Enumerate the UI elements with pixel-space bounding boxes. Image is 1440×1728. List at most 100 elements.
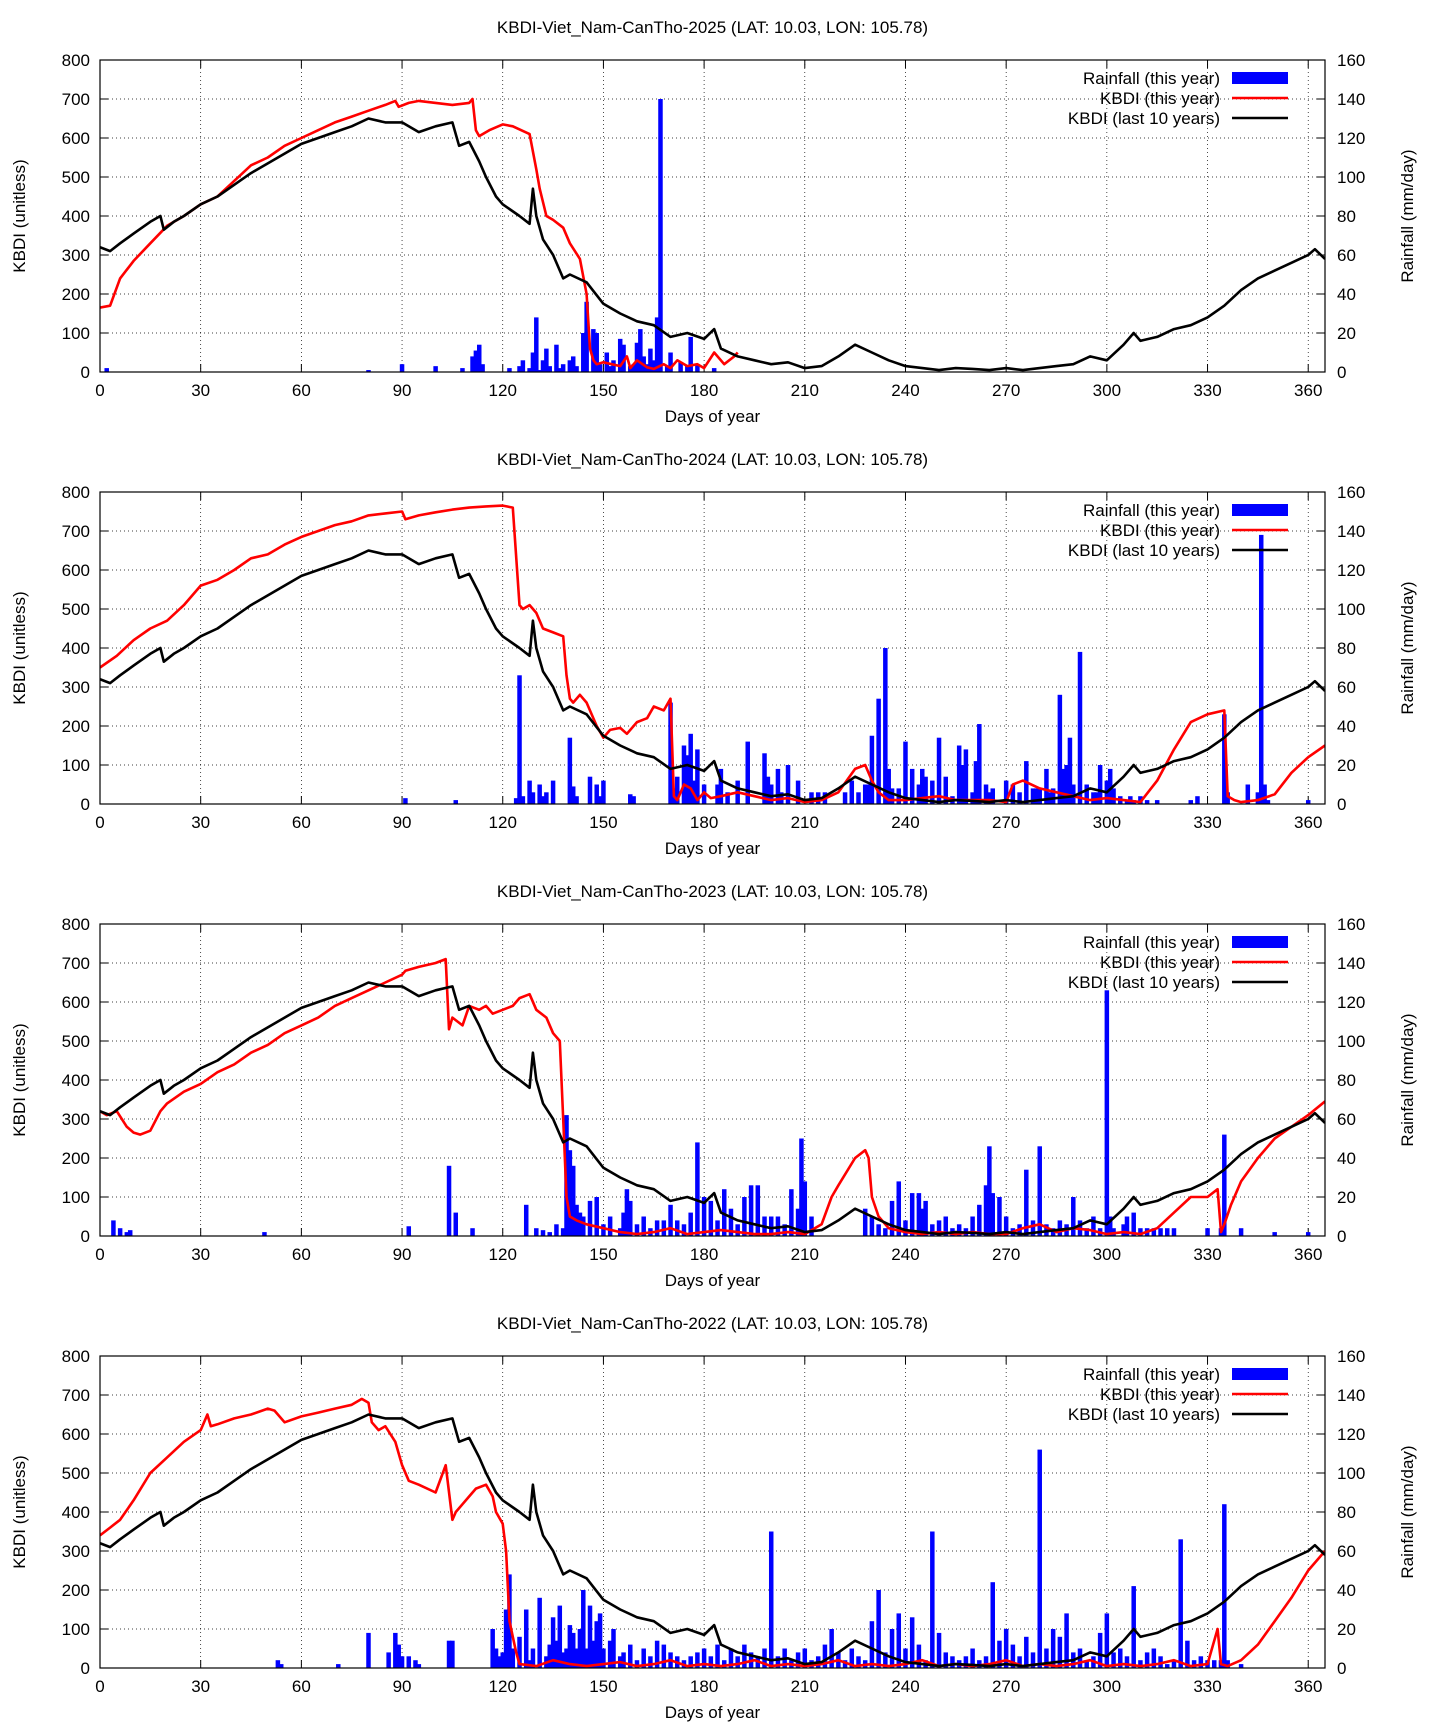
rainfall-bar [1064, 765, 1069, 804]
rainfall-bar [681, 745, 687, 804]
y2-tick-label: 160 [1337, 483, 1365, 502]
rainfall-bar [1111, 788, 1116, 804]
rainfall-bar [611, 1629, 616, 1668]
rainfall-bar [634, 1224, 640, 1236]
rainfall-bar [963, 1656, 969, 1668]
y2-tick-label: 100 [1337, 1032, 1365, 1051]
rainfall-bar [970, 1216, 975, 1236]
rainfall-bar [1305, 1232, 1311, 1236]
rainfall-bar [1111, 1652, 1116, 1668]
rainfall-bar [970, 1648, 975, 1668]
x-tick-label: 330 [1193, 381, 1221, 400]
rainfall-bar [476, 344, 482, 372]
legend-label: Rainfall (this year) [1083, 69, 1220, 88]
rainfall-bar [446, 1640, 452, 1668]
legend-label: KBDI (last 10 years) [1068, 973, 1220, 992]
rainfall-bar [517, 366, 522, 372]
rainfall-bar [574, 796, 579, 804]
rainfall-bar [990, 788, 995, 804]
rainfall-bar [883, 1228, 888, 1236]
rainfall-bar [715, 1220, 720, 1236]
rainfall-bar [977, 724, 982, 804]
rainfall-bar [654, 1220, 660, 1236]
rainfall-bar [1084, 1660, 1089, 1668]
y-tick-label: 600 [62, 1425, 90, 1444]
y2-axis-label: Rainfall (mm/day) [1398, 1013, 1417, 1146]
rainfall-bar [587, 1200, 593, 1236]
rainfall-bar [909, 768, 915, 804]
x-tick-label: 240 [891, 381, 919, 400]
y2-tick-label: 0 [1337, 1659, 1346, 1678]
kbdi-chart-3: KBDI-Viet_Nam-CanTho-2022 (LAT: 10.03, L… [10, 1314, 1417, 1722]
rainfall-bar [453, 800, 459, 804]
rainfall-bar [460, 368, 465, 372]
x-tick-label: 180 [690, 1677, 718, 1696]
rainfall-bar [802, 1648, 808, 1668]
rainfall-bar [701, 1197, 707, 1236]
legend-label: KBDI (this year) [1100, 1385, 1220, 1404]
rainfall-bar [1057, 1636, 1063, 1668]
x-tick-label: 360 [1294, 1677, 1322, 1696]
y2-tick-label: 40 [1337, 285, 1356, 304]
rainfall-bar [1131, 1212, 1136, 1236]
rainfall-bar [943, 776, 949, 804]
rainfall-bar [916, 1644, 922, 1668]
rainfall-bar [1158, 1228, 1163, 1236]
rainfall-bar [470, 1228, 475, 1236]
rainfall-bar [990, 1582, 995, 1668]
rainfall-bar [1154, 800, 1160, 804]
rainfall-bar [570, 1165, 576, 1236]
rainfall-bar [591, 1640, 596, 1668]
rainfall-bar [1121, 1224, 1126, 1236]
rainfall-bar [1050, 1629, 1056, 1668]
rainfall-bar [1185, 1640, 1190, 1668]
rainfall-bar [1037, 1449, 1042, 1668]
x-tick-label: 0 [95, 381, 104, 400]
rainfall-bar [1188, 800, 1194, 804]
rainfall-bar [920, 768, 925, 804]
rainfall-bar [688, 733, 693, 804]
rainfall-bar [1010, 784, 1016, 804]
rainfall-bar [534, 317, 539, 372]
rainfall-bar [523, 1204, 529, 1236]
x-tick-label: 180 [690, 813, 718, 832]
rainfall-bar [799, 1138, 804, 1236]
x-tick-label: 180 [690, 381, 718, 400]
rainfall-bar [634, 1660, 640, 1668]
rainfall-bar [742, 1197, 747, 1236]
rainfall-bar [685, 366, 690, 372]
rainfall-bar [366, 1632, 371, 1668]
rainfall-bar [567, 1625, 573, 1668]
rainfall-bar [641, 1648, 646, 1668]
rainfall-bar [601, 1648, 606, 1668]
x-tick-label: 90 [393, 1677, 412, 1696]
x-tick-label: 150 [589, 1677, 617, 1696]
legend: Rainfall (this year)KBDI (this year)KBDI… [1068, 501, 1288, 560]
kbdi-chart-0: KBDI-Viet_Nam-CanTho-2025 (LAT: 10.03, L… [10, 18, 1417, 426]
rainfall-bar [336, 1664, 341, 1668]
y-tick-label: 800 [62, 51, 90, 70]
rainfall-bar [745, 741, 750, 804]
rainfall-bar [513, 798, 519, 804]
rainfall-bar [943, 1216, 949, 1236]
rainfall-bar [547, 1644, 552, 1668]
rainfall-bar [554, 1640, 559, 1668]
rainfall-bar [540, 360, 546, 372]
rainfall-bar [607, 366, 613, 372]
rainfall-bar [889, 788, 895, 804]
rainfall-bar [876, 698, 881, 804]
rainfall-bar [930, 1224, 935, 1236]
rainfall-bar [1205, 1228, 1210, 1236]
rainfall-bar [574, 1648, 579, 1668]
rainfall-bar [795, 1652, 801, 1668]
rainfall-bar [534, 1228, 539, 1236]
kbdi-this-year-line [100, 504, 1325, 804]
rainfall-bar [393, 1632, 398, 1668]
y2-tick-label: 0 [1337, 363, 1346, 382]
rainfall-bar [1222, 1134, 1227, 1236]
y2-tick-label: 160 [1337, 51, 1365, 70]
rainfall-bar [470, 356, 475, 372]
x-tick-label: 330 [1193, 813, 1221, 832]
rainfall-bar [1024, 1169, 1029, 1236]
plot-area [100, 504, 1325, 804]
